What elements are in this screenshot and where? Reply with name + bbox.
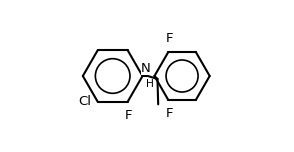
Text: N: N	[141, 62, 151, 74]
Text: H: H	[146, 79, 154, 89]
Text: F: F	[165, 107, 173, 120]
Text: F: F	[165, 32, 173, 45]
Text: F: F	[125, 109, 132, 122]
Text: Cl: Cl	[78, 95, 91, 108]
